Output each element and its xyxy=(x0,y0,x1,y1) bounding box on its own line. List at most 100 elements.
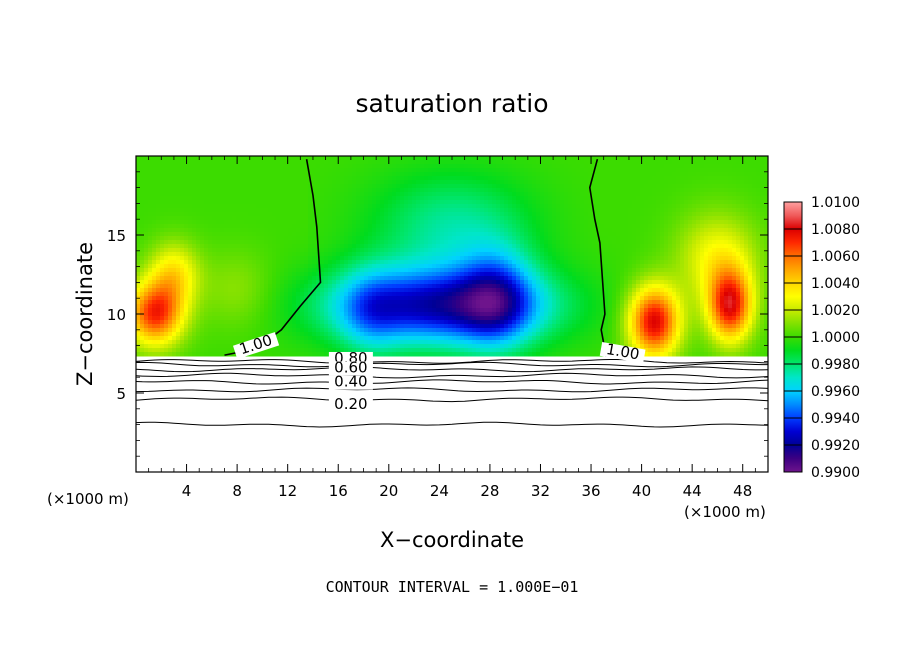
heatmap-cell xyxy=(236,328,241,333)
heatmap-cell xyxy=(516,160,521,165)
heatmap-cell xyxy=(204,336,209,341)
heatmap-cell xyxy=(516,300,521,305)
heatmap-cell xyxy=(372,172,377,177)
heatmap-cell xyxy=(432,272,437,277)
heatmap-cell xyxy=(376,260,381,265)
heatmap-cell xyxy=(308,352,313,357)
heatmap-cell xyxy=(268,196,273,201)
heatmap-cell xyxy=(332,228,337,233)
heatmap-cell xyxy=(468,168,473,173)
heatmap-cell xyxy=(244,176,249,181)
heatmap-cell xyxy=(376,156,381,161)
heatmap-cell xyxy=(492,348,497,353)
heatmap-cell xyxy=(520,220,525,225)
heatmap-cell xyxy=(460,172,465,177)
heatmap-cell xyxy=(216,348,221,353)
heatmap-cell xyxy=(404,224,409,229)
heatmap-cell xyxy=(368,196,373,201)
heatmap-cell xyxy=(184,228,189,233)
heatmap-cell xyxy=(248,200,253,205)
heatmap-cell xyxy=(520,256,525,261)
heatmap-cell xyxy=(164,176,169,181)
heatmap-cell xyxy=(236,316,241,321)
heatmap-cell xyxy=(140,252,145,257)
heatmap-cell xyxy=(472,228,477,233)
heatmap-cell xyxy=(172,192,177,197)
heatmap-cell xyxy=(364,304,369,309)
heatmap-cell xyxy=(368,176,373,181)
heatmap-cell xyxy=(448,228,453,233)
heatmap-cell xyxy=(496,264,501,269)
heatmap-cell xyxy=(508,292,513,297)
heatmap-cell xyxy=(472,192,477,197)
heatmap-cell xyxy=(336,304,341,309)
heatmap-cell xyxy=(432,292,437,297)
heatmap-cell xyxy=(156,236,161,241)
heatmap-cell xyxy=(488,172,493,177)
heatmap-cell xyxy=(400,312,405,317)
heatmap-cell xyxy=(532,332,537,337)
heatmap-cell xyxy=(528,308,533,313)
heatmap-cell xyxy=(504,332,509,337)
heatmap-cell xyxy=(136,156,141,161)
heatmap-cell xyxy=(156,308,161,313)
heatmap-cell xyxy=(228,252,233,257)
heatmap-cell xyxy=(144,344,149,349)
heatmap-cell xyxy=(464,172,469,177)
heatmap-cell xyxy=(480,252,485,257)
heatmap-cell xyxy=(444,280,449,285)
heatmap-cell xyxy=(360,220,365,225)
heatmap-cell xyxy=(300,264,305,269)
heatmap-cell xyxy=(432,324,437,329)
heatmap-cell xyxy=(528,184,533,189)
heatmap-cell xyxy=(424,344,429,349)
heatmap-cell xyxy=(392,192,397,197)
heatmap-cell xyxy=(324,316,329,321)
heatmap-cell xyxy=(244,280,249,285)
heatmap-cell xyxy=(224,276,229,281)
heatmap-cell xyxy=(248,260,253,265)
heatmap-cell xyxy=(200,332,205,337)
heatmap-cell xyxy=(532,232,537,237)
heatmap-cell xyxy=(384,164,389,169)
heatmap-cell xyxy=(504,348,509,353)
heatmap-cell xyxy=(152,332,157,337)
heatmap-cell xyxy=(328,232,333,237)
heatmap-cell xyxy=(368,284,373,289)
heatmap-cell xyxy=(308,236,313,241)
heatmap-cell xyxy=(148,284,153,289)
heatmap-cell xyxy=(220,292,225,297)
heatmap-cell xyxy=(456,292,461,297)
heatmap-cell xyxy=(452,288,457,293)
heatmap-cell xyxy=(352,220,357,225)
heatmap-cell xyxy=(460,340,465,345)
heatmap-cell xyxy=(308,168,313,173)
heatmap-cell xyxy=(288,268,293,273)
heatmap-cell xyxy=(440,196,445,201)
heatmap-cell xyxy=(220,172,225,177)
heatmap-cell xyxy=(412,184,417,189)
heatmap-cell xyxy=(140,340,145,345)
heatmap-cell xyxy=(380,208,385,213)
heatmap-cell xyxy=(196,284,201,289)
heatmap-cell xyxy=(252,160,257,165)
heatmap-cell xyxy=(144,268,149,273)
heatmap-cell xyxy=(484,176,489,181)
heatmap-cell xyxy=(368,208,373,213)
heatmap-cell xyxy=(200,172,205,177)
heatmap-cell xyxy=(532,236,537,241)
heatmap-cell xyxy=(380,160,385,165)
heatmap-cell xyxy=(308,160,313,165)
heatmap-cell xyxy=(428,216,433,221)
heatmap-cell xyxy=(364,340,369,345)
heatmap-cell xyxy=(396,260,401,265)
heatmap-cell xyxy=(500,236,505,241)
heatmap-cell xyxy=(236,296,241,301)
heatmap-cell xyxy=(216,296,221,301)
heatmap-cell xyxy=(236,256,241,261)
heatmap-cell xyxy=(416,304,421,309)
heatmap-cell xyxy=(184,292,189,297)
heatmap-cell xyxy=(516,260,521,265)
heatmap-cell xyxy=(324,164,329,169)
heatmap-cell xyxy=(140,212,145,217)
